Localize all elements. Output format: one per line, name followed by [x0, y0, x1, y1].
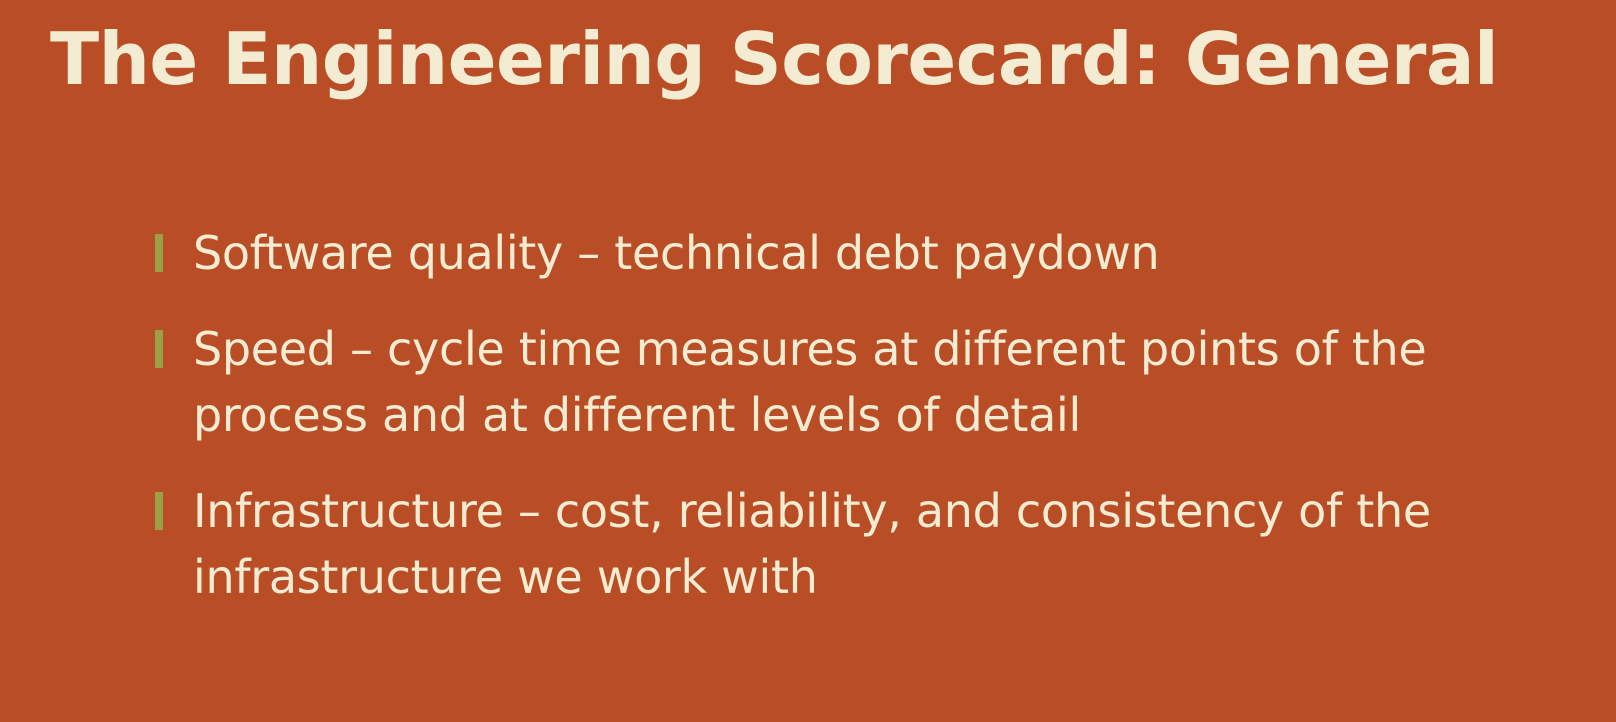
- bullet-text: Speed – cycle time measures at different…: [193, 322, 1427, 442]
- bullet-marker-icon: [155, 234, 163, 272]
- bullet-list: Software quality – technical debt paydow…: [155, 220, 1555, 640]
- slide-title: The Engineering Scorecard: General: [50, 17, 1499, 101]
- bullet-item-software-quality: Software quality – technical debt paydow…: [155, 220, 1555, 286]
- bullet-marker-icon: [155, 492, 163, 530]
- bullet-text: Software quality – technical debt paydow…: [193, 226, 1160, 280]
- bullet-item-infrastructure: Infrastructure – cost, reliability, and …: [155, 478, 1555, 610]
- bullet-marker-icon: [155, 330, 163, 368]
- bullet-item-speed: Speed – cycle time measures at different…: [155, 316, 1555, 448]
- bullet-text: Infrastructure – cost, reliability, and …: [193, 484, 1431, 604]
